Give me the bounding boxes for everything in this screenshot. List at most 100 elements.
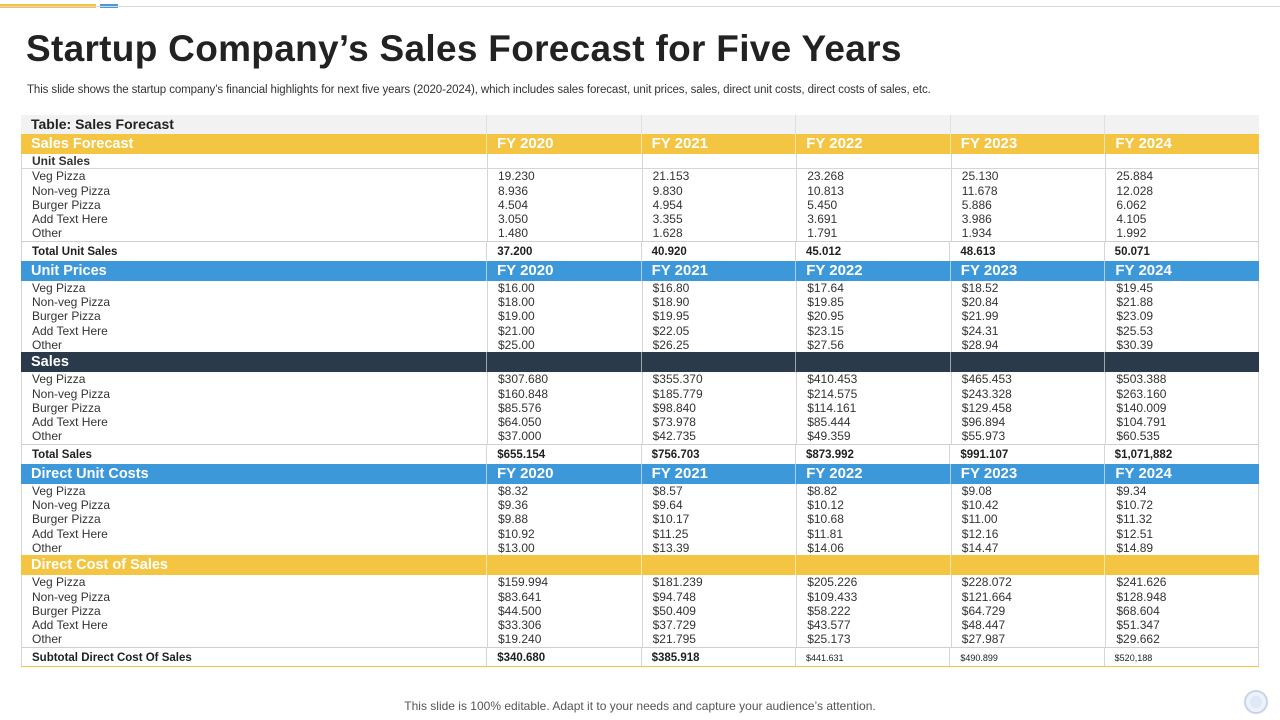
row-value: $23.09: [1105, 309, 1260, 324]
row-value: $98.840: [641, 400, 797, 416]
section-label: Sales Forecast: [31, 136, 134, 152]
table-row: Non-veg Pizza $9.36 $9.64 $10.12 $10.42 $10.7…: [22, 498, 1260, 513]
table-row: Other 1.480 1.628 1.791 1.934 1.992: [22, 226, 1260, 241]
row-value: $18.52: [950, 280, 1106, 296]
section-header-sales-forecast: Sales Forecast FY 2020 FY 2021 FY 2022 F…: [21, 134, 1259, 154]
row-value: 1.480: [487, 226, 642, 241]
row-value: $25.173: [796, 632, 951, 647]
row-value: $24.31: [950, 323, 1106, 338]
row-value: $128.948: [1105, 589, 1260, 604]
row-value: $11.32: [1105, 512, 1260, 527]
row-value: $96.894: [950, 415, 1106, 430]
row-value: $85.576: [487, 400, 642, 416]
row-value: 4.105: [1105, 212, 1260, 227]
row-value: $109.433: [796, 589, 951, 604]
row-value: $21.88: [1105, 295, 1260, 310]
table-row: Veg Pizza $307.680 $355.370 $410.453 $465.45…: [22, 372, 1260, 387]
total-row-sales: Total Sales $655.154 $756.703 $873.992 $991.…: [21, 443, 1259, 464]
row-value: 11.678: [950, 183, 1106, 198]
row-value: $104.791: [1105, 415, 1260, 430]
table-row: Non-veg Pizza $18.00 $18.90 $19.85 $20.84 $21…: [22, 295, 1260, 310]
year-header: FY 2020: [486, 260, 641, 281]
row-value: $11.00: [950, 512, 1106, 527]
row-value: $16.80: [641, 280, 797, 296]
row-value: $228.072: [950, 575, 1106, 590]
row-value: $19.240: [487, 632, 642, 647]
row-value: 8.936: [487, 183, 642, 198]
table-row: Other $19.240 $21.795 $25.173 $27.987 $29.662: [22, 632, 1260, 647]
unit-sales-rows: Veg Pizza 19.230 21.153 23.268 25.130 25.884 N…: [22, 168, 1260, 241]
row-value: $29.662: [1105, 632, 1260, 647]
row-value: 21.153: [641, 169, 797, 184]
row-value: $64.050: [487, 415, 642, 430]
row-label: Burger Pizza: [32, 400, 101, 415]
row-value: $21.00: [487, 323, 642, 338]
year-header: FY 2022: [795, 134, 950, 154]
year-header: FY 2023: [949, 260, 1105, 281]
total-value: 45.012: [794, 241, 949, 261]
row-value: $25.53: [1105, 323, 1260, 338]
row-value: 19.230: [487, 169, 642, 184]
row-value: $355.370: [641, 372, 797, 387]
row-value: $263.160: [1105, 386, 1260, 401]
row-value: $16.00: [487, 280, 642, 296]
row-value: 5.886: [950, 197, 1106, 213]
row-value: $44.500: [487, 603, 642, 619]
row-value: 1.791: [796, 226, 951, 241]
row-value: 6.062: [1105, 197, 1260, 213]
section-label: Sales: [31, 354, 69, 371]
page-title: Startup Company’s Sales Forecast for Fiv…: [26, 28, 902, 69]
unit-sales-subheader: Unit Sales: [22, 154, 1260, 169]
row-label: Veg Pizza: [32, 483, 86, 498]
total-value: $520,188: [1103, 647, 1258, 666]
row-value: $49.359: [796, 429, 951, 444]
row-label: Burger Pizza: [32, 603, 101, 618]
row-value: $19.95: [641, 309, 797, 324]
row-value: $20.95: [796, 309, 951, 324]
row-value: 25.884: [1105, 169, 1260, 184]
year-header: FY 2023: [949, 134, 1105, 154]
year-header: FY 2020: [486, 134, 641, 154]
row-label: Add Text Here: [32, 526, 108, 541]
row-value: $12.51: [1105, 526, 1260, 541]
row-label: Veg Pizza: [32, 372, 86, 387]
row-label: Burger Pizza: [32, 197, 101, 212]
row-value: $9.88: [487, 512, 642, 527]
row-value: 23.268: [796, 169, 951, 184]
row-value: $11.25: [641, 526, 797, 541]
row-value: $19.45: [1105, 280, 1260, 296]
row-label: Non-veg Pizza: [32, 498, 111, 513]
section-label: Direct Cost of Sales: [31, 557, 168, 574]
row-value: $19.00: [487, 309, 642, 324]
row-value: 3.986: [950, 212, 1106, 227]
row-value: $10.17: [641, 512, 797, 527]
row-value: $9.34: [1105, 483, 1260, 499]
total-row-unit-sales: Total Unit Sales 37.200 40.920 45.012 48.613…: [21, 240, 1259, 261]
row-value: $14.06: [796, 540, 951, 556]
year-header: FY 2021: [640, 463, 796, 484]
row-value: $27.987: [950, 632, 1106, 647]
row-value: $19.85: [796, 295, 951, 310]
row-label: Burger Pizza: [32, 512, 101, 527]
year-header: FY 2022: [795, 260, 950, 281]
top-divider: [0, 6, 1280, 7]
row-value: $22.05: [641, 323, 797, 338]
sales-forecast-table: Table: Sales Forecast Sales Forecast FY …: [21, 115, 1259, 667]
row-value: $37.729: [641, 618, 797, 633]
row-value: $20.84: [950, 295, 1106, 310]
row-label: Non-veg Pizza: [32, 386, 111, 401]
row-value: $185.779: [641, 386, 797, 401]
row-value: $243.328: [950, 386, 1106, 401]
year-header: FY 2022: [795, 463, 950, 484]
row-value: 3.691: [796, 212, 951, 227]
row-value: $307.680: [487, 372, 642, 387]
row-value: $33.306: [487, 618, 642, 633]
row-label: Add Text Here: [32, 415, 108, 430]
year-header: FY 2023: [949, 463, 1105, 484]
table-row: Non-veg Pizza 8.936 9.830 10.813 11.678 12.02…: [22, 183, 1260, 198]
section-header-direct-cost-of-sales: Direct Cost of Sales: [21, 555, 1259, 576]
total-value: $490.899: [949, 647, 1103, 666]
row-value: 5.450: [796, 197, 951, 213]
total-label: Total Unit Sales: [32, 245, 118, 258]
total-value: $441.631: [794, 647, 949, 666]
